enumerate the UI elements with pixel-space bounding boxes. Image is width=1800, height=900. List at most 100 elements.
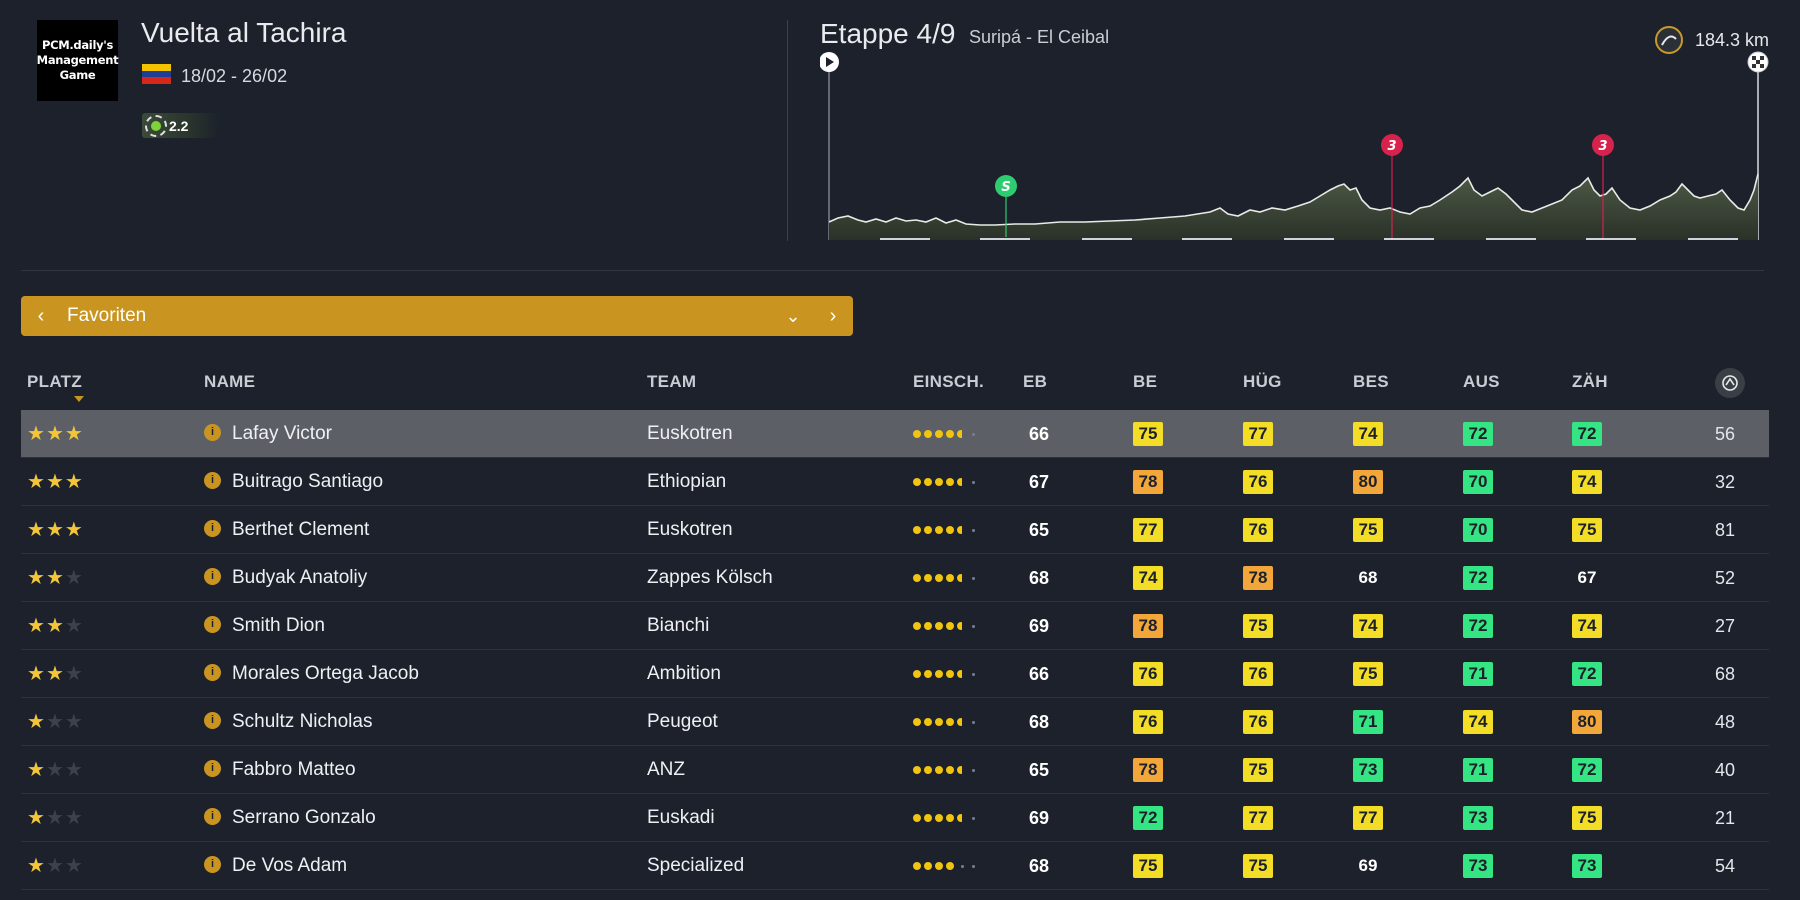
stage-title: Etappe 4/9 xyxy=(820,18,956,49)
rider-info-button[interactable]: i xyxy=(204,650,221,698)
table-row[interactable]: ★ ★ ★ i Smith Dion Bianchi 69 78 75 74 72 74 27 xyxy=(21,602,1769,650)
col-platz[interactable]: PLATZ xyxy=(27,372,83,391)
star-icon: ★ xyxy=(45,855,64,877)
favorites-selector[interactable]: ‹ Favoriten ⌄ › xyxy=(21,296,853,336)
stat-badge: 75 xyxy=(1243,614,1273,638)
stat-badge: 74 xyxy=(1353,422,1383,446)
table-row[interactable]: ★ ★ ★ i Schultz Nicholas Peugeot 68 76 76 71 74 80 4… xyxy=(21,698,1769,746)
climb-marker-1[interactable]: 3 xyxy=(1381,134,1403,238)
stat-cell: 67 xyxy=(1572,554,1602,602)
info-icon[interactable]: i xyxy=(204,519,221,537)
col-einsch[interactable]: EINSCH. xyxy=(913,372,985,391)
rider-name[interactable]: Budyak Anatoliy xyxy=(232,567,368,588)
table-row[interactable]: ★ ★ ★ i Lafay Victor Euskotren 66 75 77 74 72 72 56 xyxy=(21,410,1769,458)
rider-name[interactable]: De Vos Adam xyxy=(232,855,348,876)
eb-value: 69 xyxy=(1028,615,1050,636)
rider-name[interactable]: Berthet Clement xyxy=(232,519,370,540)
info-icon[interactable]: i xyxy=(204,759,221,777)
stat-cell: 73 xyxy=(1463,794,1493,842)
col-hug[interactable]: HÜG xyxy=(1243,372,1282,391)
col-zah[interactable]: ZÄH xyxy=(1572,372,1608,391)
table-row[interactable]: ★ ★ ★ i Serrano Gonzalo Euskadi 69 72 77 77 73 75 21 xyxy=(21,794,1769,842)
rider-info-button[interactable]: i xyxy=(204,602,221,650)
cyclist-icon[interactable] xyxy=(1715,368,1745,398)
form-dot xyxy=(972,624,975,628)
stat-cell: 69 xyxy=(1353,842,1383,890)
rider-value: 68 xyxy=(1714,663,1736,684)
stat-cell: 76 xyxy=(1243,650,1273,698)
svg-text:3: 3 xyxy=(1598,139,1607,154)
sort-caret-icon xyxy=(74,396,84,402)
rider-info-button[interactable]: i xyxy=(204,842,221,890)
climb-marker-2[interactable]: 3 xyxy=(1592,134,1614,238)
table-row[interactable]: ★ ★ ★ i Morales Ortega Jacob Ambition 66 76 76 75… xyxy=(21,650,1769,698)
info-icon[interactable]: i xyxy=(204,807,221,825)
form-dot xyxy=(913,478,921,486)
info-icon[interactable]: i xyxy=(204,855,221,873)
team-name: Euskadi xyxy=(647,807,715,828)
rider-info-button[interactable]: i xyxy=(204,698,221,746)
stat-cell: 73 xyxy=(1463,842,1493,890)
table-row[interactable]: ★ ★ ★ i Fabbro Matteo ANZ 65 78 75 73 71 72 40 xyxy=(21,746,1769,794)
stat-badge: 72 xyxy=(1463,614,1493,638)
info-icon[interactable]: i xyxy=(204,471,221,489)
rider-name[interactable]: Buitrago Santiago xyxy=(232,471,384,492)
star-icon: ★ xyxy=(45,615,64,637)
info-icon[interactable]: i xyxy=(204,711,221,729)
stat-cell: 80 xyxy=(1353,458,1383,506)
table-row[interactable]: ★ ★ ★ i Buitrago Santiago Ethiopian 67 78 76 80 70… xyxy=(21,458,1769,506)
eb-value: 67 xyxy=(1028,471,1050,492)
rider-value: 56 xyxy=(1714,423,1736,444)
stat-cell: 78 xyxy=(1133,458,1163,506)
form-indicator xyxy=(913,794,979,842)
rider-info-button[interactable]: i xyxy=(204,410,221,458)
table-row[interactable]: ★ ★ ★ i Budyak Anatoliy Zappes Kölsch 68 74 78 68… xyxy=(21,554,1769,602)
star-icon: ★ xyxy=(64,759,83,781)
stat-cell: 78 xyxy=(1243,554,1273,602)
sprint-marker[interactable]: S xyxy=(995,175,1017,237)
col-bes[interactable]: BES xyxy=(1353,372,1389,391)
form-indicator xyxy=(913,746,979,794)
col-name[interactable]: NAME xyxy=(204,372,256,391)
col-team[interactable]: TEAM xyxy=(647,372,697,391)
col-eb[interactable]: EB xyxy=(1023,372,1048,391)
rating-stars: ★ ★ ★ xyxy=(27,506,84,554)
chevron-right-icon[interactable]: › xyxy=(829,304,837,327)
rider-name[interactable]: Lafay Victor xyxy=(232,423,332,444)
rider-info-button[interactable]: i xyxy=(204,458,221,506)
rider-info-button[interactable]: i xyxy=(204,554,221,602)
info-icon[interactable]: i xyxy=(204,567,221,585)
info-icon[interactable]: i xyxy=(204,615,221,633)
rider-info-button[interactable]: i xyxy=(204,794,221,842)
start-play-icon[interactable] xyxy=(820,52,839,72)
team-name: Peugeot xyxy=(647,711,718,732)
info-icon[interactable]: i xyxy=(204,663,221,681)
table-row[interactable]: ★ ★ ★ i De Vos Adam Specialized 68 75 75 69 73 73 54 xyxy=(21,842,1769,890)
stat-badge: 77 xyxy=(1243,422,1273,446)
rider-name[interactable]: Fabbro Matteo xyxy=(232,759,356,780)
col-aus[interactable]: AUS xyxy=(1463,372,1500,391)
section-divider xyxy=(21,270,1764,271)
stat-cell: 72 xyxy=(1572,746,1602,794)
rider-info-button[interactable]: i xyxy=(204,746,221,794)
stat-cell: 75 xyxy=(1243,602,1273,650)
form-dot xyxy=(946,574,954,582)
stage-profile-chart[interactable]: S 3 3 xyxy=(820,50,1770,245)
star-icon: ★ xyxy=(45,807,64,829)
rider-name[interactable]: Serrano Gonzalo xyxy=(232,807,376,828)
stat-badge: 70 xyxy=(1463,470,1493,494)
col-be[interactable]: BE xyxy=(1133,372,1158,391)
rider-info-button[interactable]: i xyxy=(204,506,221,554)
stat-badge: 75 xyxy=(1243,758,1273,782)
star-icon: ★ xyxy=(27,567,45,589)
table-row[interactable]: ★ ★ ★ i Berthet Clement Euskotren 65 77 76 75 70 75… xyxy=(21,506,1769,554)
chevron-left-icon[interactable]: ‹ xyxy=(37,304,45,327)
rider-name[interactable]: Morales Ortega Jacob xyxy=(232,663,419,684)
info-icon[interactable]: i xyxy=(204,423,221,441)
rider-name[interactable]: Smith Dion xyxy=(232,615,325,636)
stat-cell: 77 xyxy=(1243,794,1273,842)
stat-cell: 74 xyxy=(1353,602,1383,650)
rider-name[interactable]: Schultz Nicholas xyxy=(232,711,373,732)
chevron-down-icon[interactable]: ⌄ xyxy=(785,305,801,326)
star-icon: ★ xyxy=(45,471,64,493)
